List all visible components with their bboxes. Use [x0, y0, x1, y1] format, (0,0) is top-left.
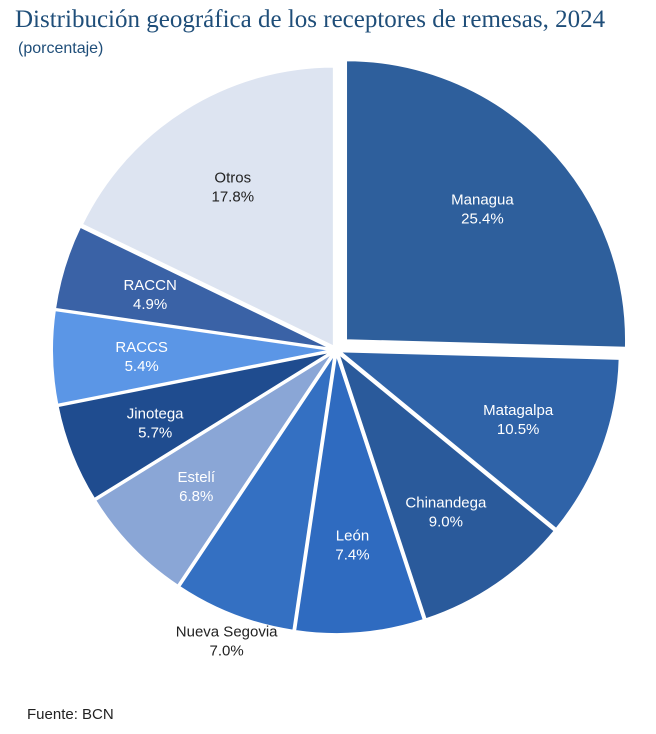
- slice-label: Otros: [214, 169, 251, 186]
- chart-title: Distribución geográfica de los receptore…: [15, 6, 606, 33]
- pie-slice-otros: [80, 65, 335, 349]
- slice-label: Chinandega: [405, 494, 487, 511]
- slice-label: León: [336, 528, 369, 545]
- slice-value-label: 4.9%: [133, 296, 167, 313]
- slice-label: RACCN: [123, 277, 176, 294]
- chart-subtitle: (porcentaje): [18, 40, 104, 57]
- slice-value-label: 25.4%: [461, 210, 504, 227]
- slice-label: Jinotega: [127, 405, 184, 422]
- pie-slice-raccs: [51, 309, 333, 406]
- slice-label: Matagalpa: [483, 402, 554, 419]
- slice-value-label: 5.4%: [125, 358, 159, 375]
- slice-value-label: 17.8%: [212, 188, 255, 205]
- pie-slice-matagalpa: [336, 350, 621, 531]
- slice-label: RACCS: [115, 339, 168, 356]
- pie-slice-estelí: [93, 351, 334, 588]
- source-note: Fuente: BCN: [27, 706, 114, 723]
- pie-slice-raccn: [53, 225, 333, 350]
- slice-label: Estelí: [178, 469, 216, 486]
- slice-value-label: 7.4%: [335, 547, 369, 564]
- pie-slice-chinandega: [336, 350, 557, 621]
- pie-slice-jinotega: [56, 350, 333, 501]
- slice-value-label: 10.5%: [497, 421, 540, 438]
- pie-slice-nueva-segovia: [177, 353, 336, 632]
- slice-value-label: 6.8%: [179, 488, 213, 505]
- slice-label: Nueva Segovia: [176, 624, 278, 641]
- pie-slice-león: [293, 353, 426, 635]
- slice-value-label: 9.0%: [429, 513, 463, 530]
- slice-label: Managua: [451, 191, 514, 208]
- pie-slice-managua: [345, 59, 627, 349]
- slice-value-label: 7.0%: [210, 643, 244, 660]
- slice-value-label: 5.7%: [138, 424, 172, 441]
